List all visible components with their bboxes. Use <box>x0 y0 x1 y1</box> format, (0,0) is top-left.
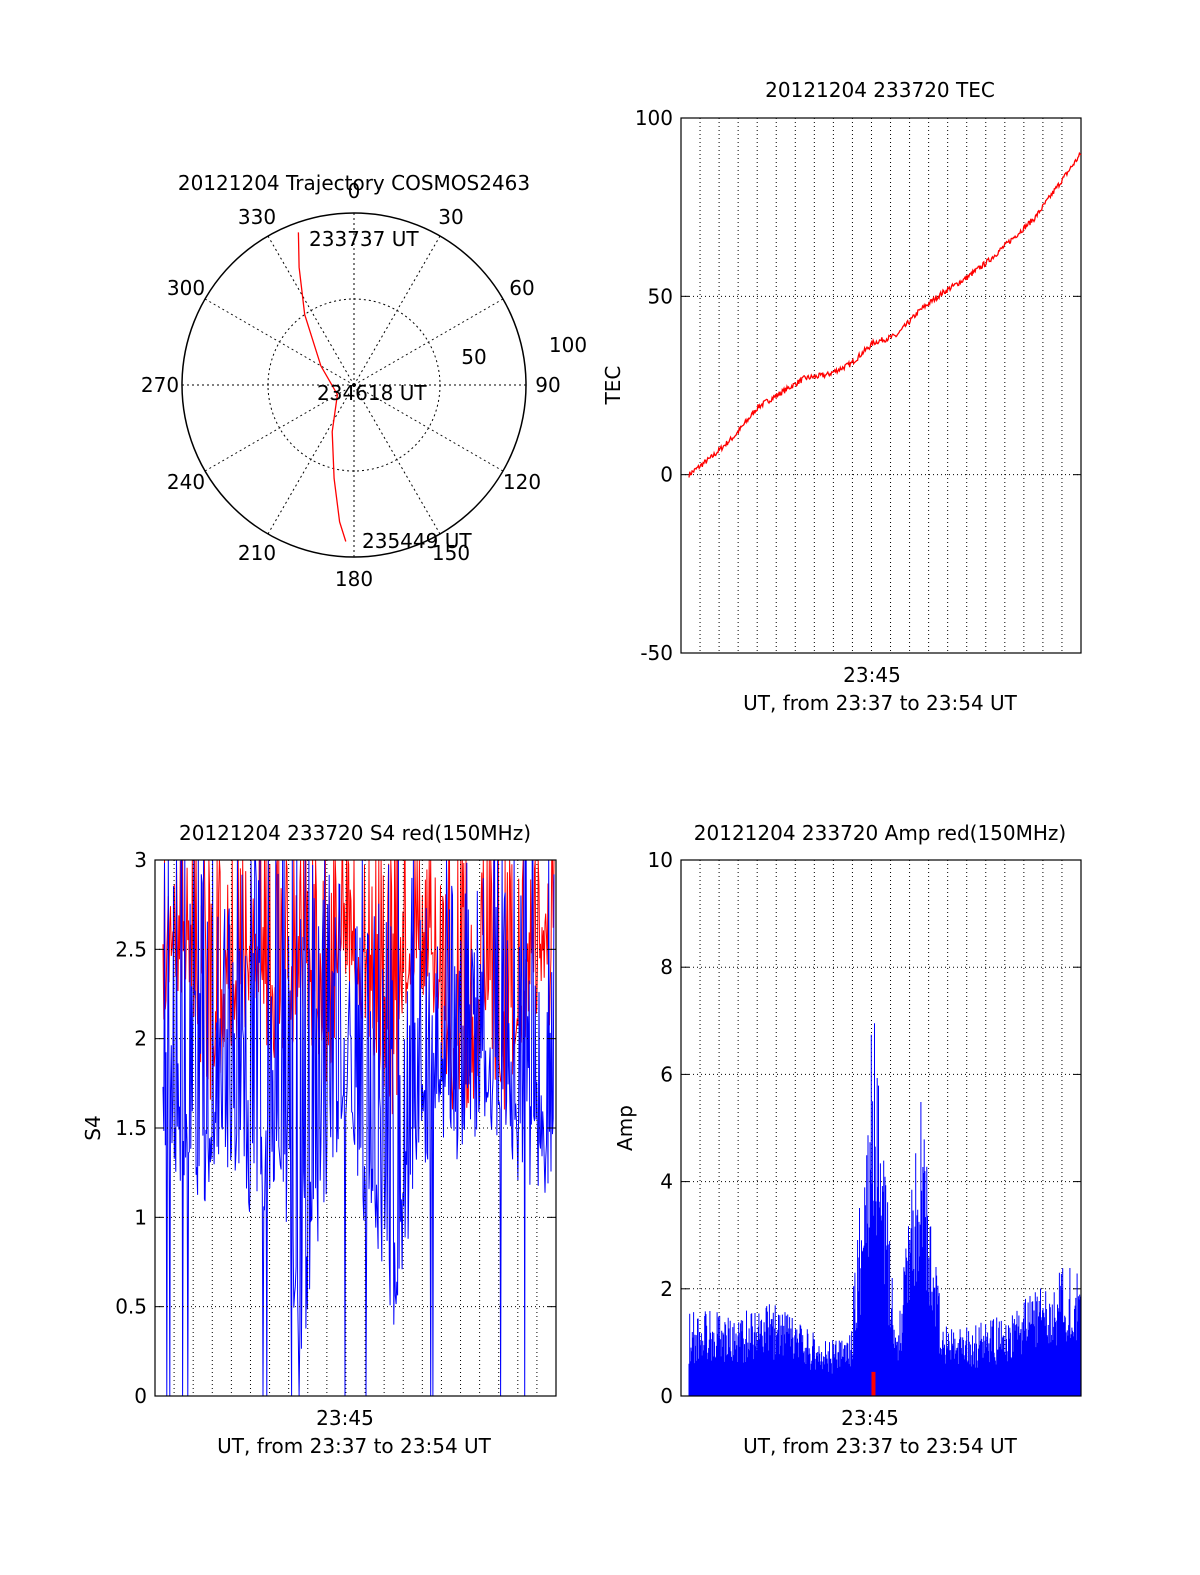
polar-angle-label: 120 <box>503 470 541 494</box>
s4-panel: 20121204 233720 S4 red(150MHz) 0 0.5 1 1.5 2… <box>81 821 557 1458</box>
s4-x-tick-label: 23:45 <box>316 1406 374 1430</box>
amp-x-axis-label: UT, from 23:37 to 23:54 UT <box>743 1434 1018 1458</box>
y-tick-label: 0 <box>660 1384 673 1408</box>
polar-outer-ring <box>181 212 527 558</box>
y-tick-label: 10 <box>648 848 673 872</box>
y-tick-label: 6 <box>660 1062 673 1086</box>
polar-grid <box>182 213 526 557</box>
tec-x-axis-label: UT, from 23:37 to 23:54 UT <box>743 691 1018 715</box>
amp-series-data <box>688 1023 1082 1396</box>
s4-title: 20121204 233720 S4 red(150MHz) <box>179 821 531 845</box>
y-tick-label: 2 <box>660 1277 673 1301</box>
polar-angle-label: 330 <box>238 205 276 229</box>
polar-angle-label: 300 <box>167 276 205 300</box>
trajectory-end-label: 235449 UT <box>362 529 472 553</box>
polar-angle-label: 30 <box>438 205 463 229</box>
amp-title: 20121204 233720 Amp red(150MHz) <box>694 821 1066 845</box>
polar-radial-label-100: 100 <box>549 333 587 357</box>
y-tick-label: 100 <box>635 106 673 130</box>
y-tick-label: 0 <box>660 463 673 487</box>
tec-y-tick-labels: -50 0 50 100 <box>635 106 673 665</box>
s4-series-data <box>162 859 555 1397</box>
s4-blue-series <box>162 859 555 1397</box>
s4-grid <box>155 859 556 1397</box>
tec-plot-frame <box>680 117 1082 654</box>
polar-angle-labels: 0 30 60 90 120 150 180 210 240 270 300 330 <box>141 179 561 591</box>
polar-spoke <box>353 384 504 472</box>
polar-angle-label: 150 <box>432 541 470 565</box>
y-tick-label: 2.5 <box>115 937 147 961</box>
polar-angle-label: 0 <box>348 179 361 203</box>
amp-x-tick-label: 23:45 <box>841 1406 899 1430</box>
polar-spoke <box>267 235 355 386</box>
polar-radial-label-50: 50 <box>461 345 486 369</box>
polar-angle-label: 180 <box>335 567 373 591</box>
polar-spoke <box>353 298 504 386</box>
tec-series-line <box>688 151 1082 478</box>
y-tick-label: 50 <box>648 284 673 308</box>
polar-panel: 20121204 Trajectory COSMOS2463 0 30 60 90 12… <box>141 171 587 591</box>
y-tick-label: 1.5 <box>115 1116 147 1140</box>
s4-y-tick-labels: 0 0.5 1 1.5 2 2.5 3 <box>115 848 147 1408</box>
y-tick-label: 1 <box>134 1205 147 1229</box>
y-tick-label: 8 <box>660 955 673 979</box>
s4-y-axis-label: S4 <box>81 1115 105 1140</box>
y-tick-label: 0 <box>134 1384 147 1408</box>
y-tick-label: -50 <box>640 641 673 665</box>
polar-angle-label: 90 <box>535 373 560 397</box>
polar-title: 20121204 Trajectory COSMOS2463 <box>178 171 530 195</box>
polar-angle-label: 270 <box>141 373 179 397</box>
tec-title: 20121204 233720 TEC <box>765 78 995 102</box>
trajectory-mid-label: 234618 UT <box>317 381 427 405</box>
polar-spoke <box>204 384 355 472</box>
tec-x-tick-label: 23:45 <box>843 663 901 687</box>
polar-spoke <box>353 235 441 386</box>
polar-spoke <box>353 384 441 535</box>
amp-red-series-bar <box>871 1371 876 1396</box>
tec-grid <box>681 117 1081 654</box>
amp-panel: 20121204 233720 Amp red(150MHz) 0246810 … <box>613 821 1082 1458</box>
tec-y-axis-label: TEC <box>601 366 625 406</box>
y-tick-label: 3 <box>134 848 147 872</box>
polar-angle-label: 60 <box>509 276 534 300</box>
polar-angle-label: 210 <box>238 541 276 565</box>
polar-spoke <box>267 384 355 535</box>
amp-plot-frame <box>680 859 1082 1397</box>
trajectory-line <box>297 232 347 542</box>
amp-blue-series <box>688 1023 1082 1396</box>
polar-angle-label: 240 <box>167 470 205 494</box>
trajectory-start-label: 233737 UT <box>309 227 419 251</box>
polar-spoke <box>204 298 355 386</box>
amp-y-axis-label: Amp <box>613 1105 637 1151</box>
y-tick-label: 2 <box>134 1027 147 1051</box>
s4-x-axis-label: UT, from 23:37 to 23:54 UT <box>217 1434 492 1458</box>
y-tick-label: 0.5 <box>115 1295 147 1319</box>
s4-plot-frame <box>154 859 557 1397</box>
y-tick-label: 4 <box>660 1170 673 1194</box>
amp-y-tick-labels: 0 2 4 6 8 10 <box>648 848 673 1408</box>
